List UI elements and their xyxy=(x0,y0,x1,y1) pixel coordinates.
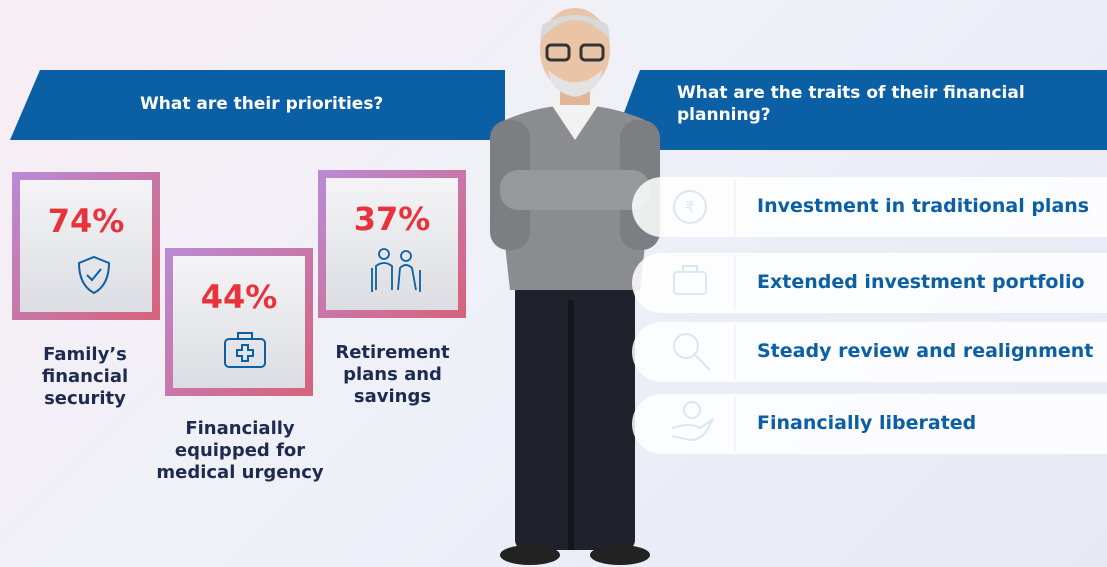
trait-text: Investment in traditional plans xyxy=(757,195,1089,217)
medkit-icon xyxy=(223,331,267,369)
priority-label: Financially equipped for medical urgency xyxy=(150,418,330,484)
trait-text: Financially liberated xyxy=(757,412,976,434)
priority-label: Retirement plans and savings xyxy=(325,342,460,408)
priority-label: Family’s financial security xyxy=(20,344,150,410)
couple-icon xyxy=(366,246,426,294)
priority-card: 74% xyxy=(12,172,160,320)
percent: 37% xyxy=(326,200,458,238)
right-title: What are the traits of their financial p… xyxy=(677,82,1057,126)
priority-card: 37% xyxy=(318,170,466,318)
percent: 44% xyxy=(173,278,305,316)
left-title: What are their priorities? xyxy=(140,94,383,114)
trait-text: Extended investment portfolio xyxy=(757,271,1085,293)
page: ₹ What are their priorities? What are th… xyxy=(0,0,1107,567)
priority-card: 44% xyxy=(165,248,313,396)
trait-text: Steady review and realignment xyxy=(757,340,1093,362)
percent: 74% xyxy=(20,202,152,240)
shield-icon xyxy=(77,255,111,295)
